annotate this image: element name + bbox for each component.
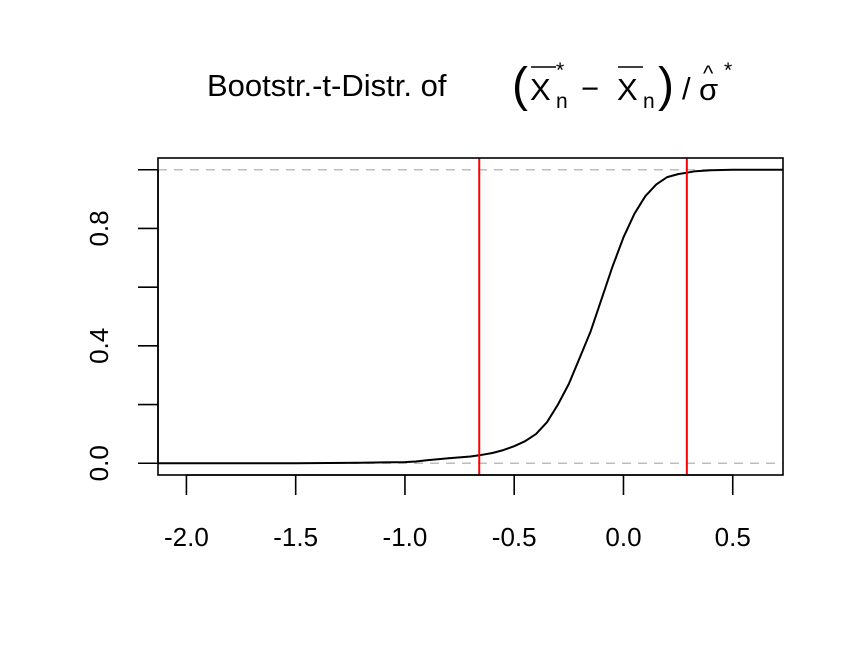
- title-sigma: σ: [699, 72, 718, 107]
- title-x-2: X: [617, 72, 638, 107]
- title-hat: ^: [703, 61, 714, 86]
- title-star-1: *: [556, 59, 564, 82]
- chart-title: Bootstr.-t-Distr. of ( X n * − X n ) / ^…: [207, 59, 732, 113]
- title-prefix: Bootstr.-t-Distr. of: [207, 68, 447, 103]
- title-star-2: *: [724, 59, 732, 82]
- title-minus: −: [581, 71, 599, 106]
- plot-area: [158, 158, 783, 475]
- axes: -2.0 -1.5 -1.0 -0.5 0.0 0.5 0.0 0.4 0.8: [84, 157, 784, 552]
- x-tick-label: 0.0: [605, 522, 641, 552]
- y-tick-label: 0.8: [84, 210, 114, 246]
- x-tick-label: 0.5: [715, 522, 751, 552]
- title-close-paren: ): [658, 59, 674, 112]
- plot-frame: [157, 157, 784, 476]
- y-tick-label: 0.0: [84, 445, 114, 481]
- title-sub-1: n: [556, 90, 568, 113]
- ecdf-curve-0: [158, 168, 783, 465]
- title-sub-2: n: [643, 90, 655, 113]
- x-tick-label: -2.0: [164, 522, 209, 552]
- x-tick-label: -1.0: [383, 522, 428, 552]
- x-tick-label: -1.5: [273, 522, 318, 552]
- title-slash: /: [682, 71, 691, 106]
- title-open-paren: (: [512, 59, 528, 112]
- y-tick-label: 0.4: [84, 328, 114, 364]
- title-x-1: X: [530, 72, 551, 107]
- x-tick-label: -0.5: [492, 522, 537, 552]
